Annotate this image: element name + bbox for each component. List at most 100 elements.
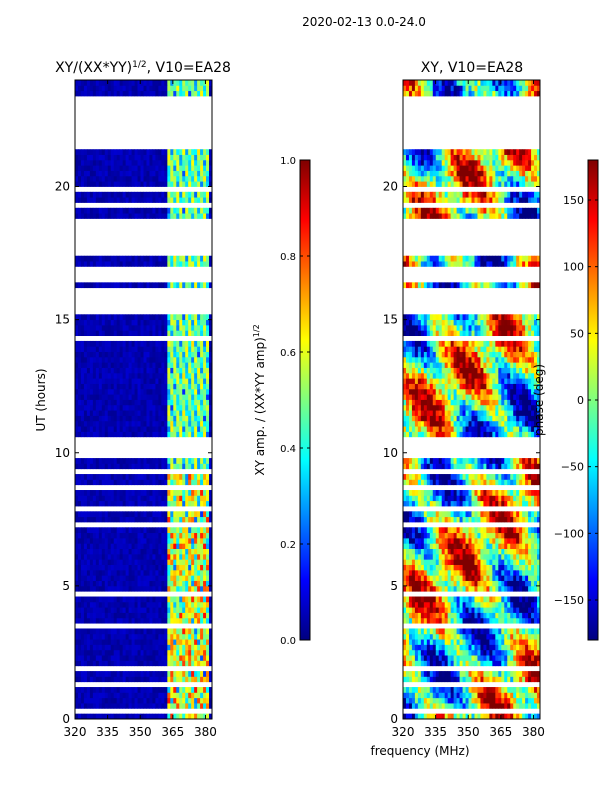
heatmap-cell <box>155 479 159 486</box>
heatmap-cell <box>122 90 127 97</box>
heatmap-cell <box>155 282 159 289</box>
heatmap-cell <box>477 655 481 661</box>
heatmap-cell <box>98 655 103 661</box>
heatmap-cell <box>149 191 153 198</box>
heatmap-cell <box>191 543 195 549</box>
heatmap-cell <box>411 617 416 624</box>
heatmap-cell <box>209 639 213 645</box>
heatmap-cell <box>164 394 168 400</box>
heatmap-cell <box>462 655 466 661</box>
heatmap-cell <box>459 660 463 667</box>
heatmap-cell <box>104 660 109 667</box>
heatmap-cell <box>405 713 410 720</box>
heatmap-cell <box>191 607 195 613</box>
heatmap-cell <box>417 639 422 645</box>
heatmap-cell <box>155 319 159 326</box>
heatmap-cell <box>95 367 100 374</box>
heatmap-cell <box>519 697 523 704</box>
heatmap-cell <box>426 687 431 693</box>
heatmap-cell <box>471 703 475 709</box>
heatmap-cell <box>420 655 425 661</box>
heatmap-cell <box>98 90 103 97</box>
heatmap-cell <box>119 607 124 613</box>
heatmap-cell <box>531 559 535 565</box>
heatmap-cell <box>167 356 171 363</box>
heatmap-cell <box>519 660 523 667</box>
heatmap-cell <box>125 85 130 92</box>
heatmap-cell <box>516 617 520 624</box>
heatmap-cell <box>137 532 141 539</box>
heatmap-cell <box>119 575 124 581</box>
heatmap-cell <box>200 159 204 166</box>
heatmap-cell <box>143 80 147 86</box>
heatmap-cell <box>519 553 523 560</box>
heatmap-cell <box>77 330 82 337</box>
heatmap-cell <box>161 585 165 592</box>
heatmap-cell <box>191 585 195 592</box>
heatmap-cell <box>534 553 538 560</box>
heatmap-cell <box>462 671 466 677</box>
heatmap-cell <box>98 559 103 565</box>
heatmap-cell <box>534 655 538 661</box>
heatmap-cell <box>161 282 165 289</box>
heatmap-cell <box>206 639 210 645</box>
heatmap-cell <box>429 687 434 693</box>
heatmap-cell <box>519 548 523 555</box>
heatmap-cell <box>206 415 210 422</box>
heatmap-cell <box>140 165 144 171</box>
heatmap-cell <box>107 426 112 432</box>
heatmap-cell <box>498 660 502 667</box>
heatmap-cell <box>209 479 213 486</box>
heatmap-cell <box>173 330 177 337</box>
heatmap-cell <box>152 601 156 608</box>
heatmap-cell <box>182 537 186 544</box>
heatmap-cell <box>125 175 130 182</box>
heatmap-cell <box>182 585 186 592</box>
heatmap-cell <box>113 324 118 331</box>
heatmap-cell <box>161 159 165 166</box>
heatmap-cell <box>86 474 91 480</box>
heatmap-cell <box>80 548 85 555</box>
heatmap-cell <box>116 671 121 677</box>
heatmap-cell <box>155 410 159 416</box>
heatmap-cell <box>182 420 186 427</box>
heatmap-cell <box>450 713 455 720</box>
heatmap-cell <box>158 511 162 518</box>
heatmap-cell <box>417 655 422 661</box>
heatmap-cell <box>483 601 487 608</box>
heatmap-cell <box>498 601 502 608</box>
heatmap-cell <box>140 703 144 709</box>
heatmap-cell <box>146 607 150 613</box>
heatmap-cell <box>128 261 132 267</box>
heatmap-cell <box>110 495 115 502</box>
heatmap-cell <box>203 85 207 92</box>
heatmap-cell <box>486 633 490 640</box>
heatmap-cell <box>92 420 97 427</box>
heatmap-cell <box>456 585 460 592</box>
heatmap-cell <box>146 165 150 171</box>
heatmap-cell <box>501 660 505 667</box>
heatmap-cell <box>101 191 106 198</box>
heatmap-cell <box>176 314 180 321</box>
heatmap-cell <box>137 213 141 219</box>
heatmap-cell <box>203 458 207 464</box>
heatmap-cell <box>209 527 213 534</box>
heatmap-cell <box>110 282 115 289</box>
heatmap-cell <box>498 697 502 704</box>
heatmap-cell <box>185 426 189 432</box>
heatmap-cell <box>164 713 168 720</box>
heatmap-cell <box>149 644 153 651</box>
heatmap-cell <box>92 580 97 587</box>
heatmap-cell <box>537 564 541 571</box>
heatmap-cell <box>176 149 180 155</box>
heatmap-cell <box>164 569 168 576</box>
heatmap-cell <box>125 585 130 592</box>
heatmap-cell <box>474 660 478 667</box>
heatmap-cell <box>92 516 97 523</box>
heatmap-cell <box>164 639 168 645</box>
heatmap-cell <box>92 548 97 555</box>
heatmap-cell <box>185 191 189 198</box>
heatmap-cell <box>200 394 204 400</box>
heatmap-cell <box>149 340 153 347</box>
